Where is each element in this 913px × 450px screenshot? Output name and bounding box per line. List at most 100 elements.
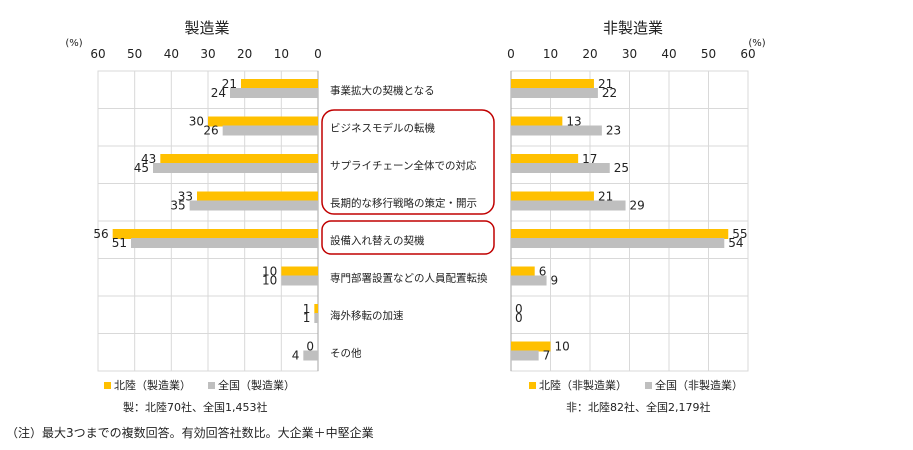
right-bar-national	[511, 275, 547, 286]
right-bar-hokuriku	[511, 229, 729, 239]
left-data-label: 51	[112, 236, 127, 250]
left-bar-hokuriku	[197, 191, 318, 202]
left-data-label: 43	[141, 152, 156, 166]
left-unit-label: (%)	[65, 38, 82, 49]
right-legend-swatch	[529, 382, 536, 389]
left-bar-national	[222, 125, 318, 136]
left-data-label: 56	[93, 227, 108, 241]
left-bar-hokuriku	[241, 79, 318, 89]
left-data-label: 0	[306, 340, 314, 354]
right-tick-label: 40	[661, 47, 676, 61]
left-tick-label: 20	[237, 47, 252, 61]
right-bar-national	[511, 350, 539, 361]
footnote: （注）最大3つまでの複数回答。有効回答社数比。大企業＋中堅企業	[6, 425, 374, 440]
left-chart-title: 製造業	[184, 19, 229, 37]
left-tick-label: 10	[274, 47, 289, 61]
category-label: サプライチェーン全体での対応	[330, 159, 477, 172]
highlight-box-equipment	[321, 220, 495, 255]
right-bar-national	[511, 88, 598, 98]
category-label: 海外移転の加速	[330, 309, 404, 322]
right-bar-hokuriku	[511, 154, 579, 164]
highlight-box-group	[321, 109, 495, 215]
right-tick-label: 20	[582, 47, 597, 61]
right-tick-label: 60	[740, 47, 755, 61]
left-data-label: 24	[211, 86, 226, 100]
category-label: 専門部署設置などの人員配置転換	[330, 271, 488, 284]
left-bar-national	[314, 313, 318, 323]
right-data-label: 54	[728, 236, 743, 250]
left-data-label: 45	[134, 161, 149, 175]
right-bar-national	[511, 163, 610, 173]
left-bar-national	[303, 350, 318, 361]
right-tick-label: 10	[543, 47, 558, 61]
right-data-label: 17	[582, 152, 597, 166]
left-legend-swatch	[208, 382, 215, 389]
right-data-label: 9	[551, 274, 559, 288]
left-tick-label: 40	[164, 47, 179, 61]
right-data-label: 21	[598, 77, 613, 91]
right-bar-hokuriku	[511, 79, 594, 89]
left-bar-hokuriku	[281, 266, 318, 277]
left-data-label: 33	[178, 190, 193, 204]
left-bar-national	[230, 88, 318, 98]
right-bar-national	[511, 200, 626, 211]
right-tick-label: 0	[507, 47, 515, 61]
left-bar-national	[189, 200, 318, 211]
left-legend-swatch	[104, 382, 111, 389]
right-data-label: 0	[515, 311, 523, 325]
left-data-label: 26	[203, 124, 218, 138]
category-label: ビジネスモデルの転機	[330, 121, 435, 134]
category-label: 設備入れ替えの契機	[330, 234, 425, 247]
left-data-label: 35	[170, 199, 185, 213]
right-data-label: 13	[566, 115, 581, 129]
left-data-label: 10	[262, 265, 277, 279]
left-data-label: 21	[222, 77, 237, 91]
left-data-label: 10	[262, 274, 277, 288]
left-bar-hokuriku	[208, 116, 318, 127]
chart-marks: 60 50 40 30 20 10 0212430264345333556511010110…	[90, 47, 755, 392]
left-legend-label: 北陸（製造業）	[114, 378, 191, 392]
right-bar-hokuriku	[511, 341, 551, 352]
right-unit-label: (%)	[748, 38, 765, 49]
left-bar-hokuriku	[160, 154, 318, 164]
right-bar-national	[511, 125, 602, 136]
left-bar-hokuriku	[314, 304, 318, 314]
right-data-label: 22	[602, 86, 617, 100]
left-bar-national	[153, 163, 318, 173]
right-data-label: 6	[539, 265, 547, 279]
right-data-label: 21	[598, 190, 613, 204]
right-legend-label: 全国（非製造業）	[655, 378, 743, 392]
right-data-label: 29	[630, 199, 645, 213]
left-note: 製：北陸70社、全国1,453社	[123, 400, 268, 414]
left-data-label: 1	[303, 302, 311, 316]
left-bar-national	[131, 238, 318, 248]
right-tick-label: 50	[701, 47, 716, 61]
left-tick-label: 50	[127, 47, 142, 61]
category-label: 長期的な移行戦略の策定・開示	[330, 196, 477, 209]
left-tick-label: 0	[314, 47, 322, 61]
right-bar-hokuriku	[511, 116, 563, 127]
right-data-label: 25	[614, 161, 629, 175]
left-data-label: 30	[189, 115, 204, 129]
left-data-label: 1	[303, 311, 311, 325]
right-data-label: 55	[732, 227, 747, 241]
right-data-label: 10	[555, 340, 570, 354]
right-data-label: 7	[543, 349, 551, 363]
category-label: 事業拡大の契機となる	[330, 84, 435, 97]
left-bar-national	[281, 275, 318, 286]
right-bar-hokuriku	[511, 191, 594, 202]
right-tick-label: 30	[622, 47, 637, 61]
left-tick-label: 60	[90, 47, 105, 61]
left-tick-label: 30	[200, 47, 215, 61]
category-label: その他	[330, 346, 362, 359]
right-chart-title: 非製造業	[603, 19, 663, 37]
right-bar-national	[511, 238, 725, 248]
right-data-label: 0	[515, 302, 523, 316]
left-bar-hokuriku	[112, 229, 319, 239]
left-data-label: 4	[292, 349, 300, 363]
right-data-label: 23	[606, 124, 621, 138]
right-legend-label: 北陸（非製造業）	[539, 378, 627, 392]
right-bar-hokuriku	[511, 266, 535, 277]
right-legend-swatch	[645, 382, 652, 389]
